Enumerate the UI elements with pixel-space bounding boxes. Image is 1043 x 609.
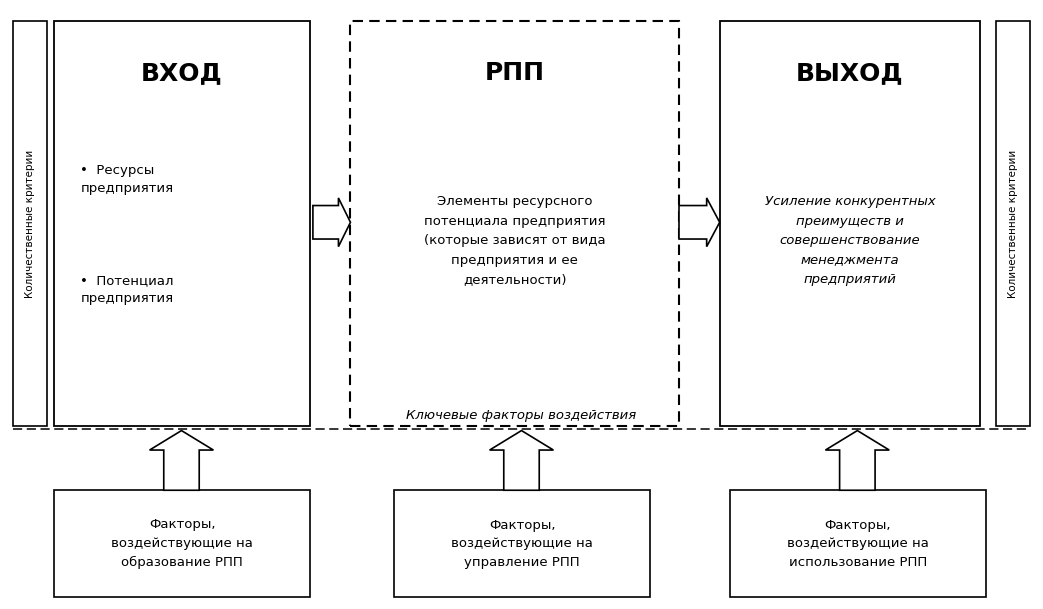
Bar bbox=[350, 21, 679, 426]
Bar bbox=[13, 21, 47, 426]
Text: •  Ресурсы
предприятия: • Ресурсы предприятия bbox=[80, 164, 173, 195]
Bar bbox=[54, 21, 310, 426]
Polygon shape bbox=[489, 431, 554, 490]
Text: ВЫХОД: ВЫХОД bbox=[796, 61, 904, 85]
Text: РПП: РПП bbox=[485, 61, 544, 85]
Text: Количественные критерии: Количественные критерии bbox=[1009, 150, 1018, 298]
Bar bbox=[730, 490, 986, 597]
Polygon shape bbox=[313, 198, 350, 247]
Polygon shape bbox=[825, 431, 890, 490]
Text: Количественные критерии: Количественные критерии bbox=[25, 150, 34, 298]
Bar bbox=[996, 21, 1030, 426]
Text: Факторы,
воздействующие на
использование РПП: Факторы, воздействующие на использование… bbox=[786, 518, 929, 569]
Polygon shape bbox=[679, 198, 720, 247]
Text: Ключевые факторы воздействия: Ключевые факторы воздействия bbox=[407, 409, 636, 422]
Bar bbox=[394, 490, 650, 597]
Text: Факторы,
воздействующие на
образование РПП: Факторы, воздействующие на образование Р… bbox=[111, 518, 253, 569]
Bar bbox=[720, 21, 980, 426]
Text: Усиление конкурентных
преимуществ и
совершенствование
менеджмента
предприятий: Усиление конкурентных преимуществ и сове… bbox=[765, 195, 936, 286]
Text: Элементы ресурсного
потенциала предприятия
(которые зависят от вида
предприятия : Элементы ресурсного потенциала предприят… bbox=[423, 195, 606, 286]
Text: •  Потенциал
предприятия: • Потенциал предприятия bbox=[80, 274, 174, 304]
Text: ВХОД: ВХОД bbox=[141, 61, 223, 85]
Bar bbox=[54, 490, 310, 597]
Text: Факторы,
воздействующие на
управление РПП: Факторы, воздействующие на управление РП… bbox=[451, 518, 593, 569]
Polygon shape bbox=[149, 431, 214, 490]
